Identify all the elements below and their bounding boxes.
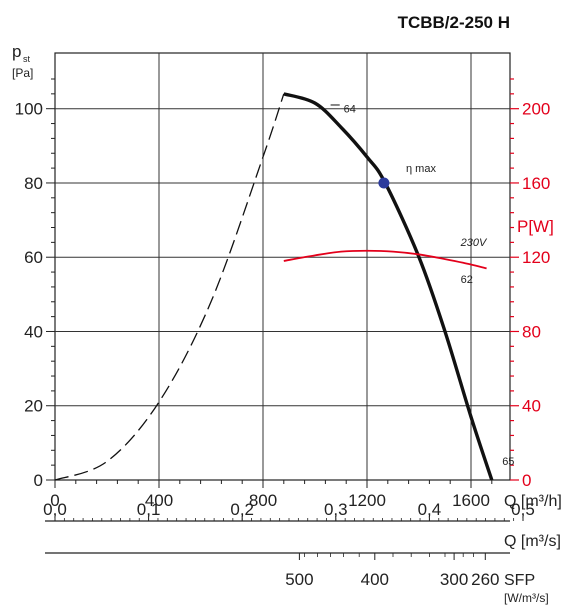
x2-axis-label: Q [m³/s] xyxy=(504,533,561,550)
x2-tick-label: 0,5 xyxy=(511,500,535,519)
x2-tick-label: 0,3 xyxy=(324,500,348,519)
series-group xyxy=(54,92,494,481)
axes xyxy=(45,78,524,560)
y-tick-label: 60 xyxy=(24,248,43,267)
x-tick-label: 0 xyxy=(50,491,59,510)
sfp-tick-label: 500 xyxy=(285,570,313,589)
y-tick-label: 100 xyxy=(15,100,43,119)
series-pressure xyxy=(283,92,494,481)
p-tick-label: 80 xyxy=(522,322,541,341)
y-tick-label: 20 xyxy=(24,397,43,416)
p-tick-label: 200 xyxy=(522,100,550,119)
sfp-tick-label: 300 xyxy=(440,570,468,589)
x2-tick-label: 0,1 xyxy=(137,500,161,519)
sfp-tick-label: 400 xyxy=(361,570,389,589)
grid xyxy=(54,52,511,481)
annotation-label: η max xyxy=(406,163,436,175)
y-tick-label: 0 xyxy=(34,471,43,490)
plot-frame xyxy=(54,52,511,481)
p-tick-label: 0 xyxy=(522,471,531,490)
x-tick-label: 400 xyxy=(145,491,173,510)
x-tick-label: 800 xyxy=(249,491,277,510)
annotation-label: 65 xyxy=(502,456,514,468)
y-axis-label-sub: st xyxy=(23,54,31,64)
x2-tick-label: 0,4 xyxy=(418,500,442,519)
x-tick-label: 1200 xyxy=(348,491,386,510)
y-tick-label: 40 xyxy=(24,322,43,341)
x2-tick-label: 0,2 xyxy=(230,500,254,519)
series-power xyxy=(283,249,487,270)
annotation-label: 62 xyxy=(461,274,473,286)
p-axis-label: P[W] xyxy=(517,217,554,236)
y-axis-unit: [Pa] xyxy=(12,66,33,80)
chart-title: TCBB/2-250 H xyxy=(398,13,510,32)
p-tick-label: 160 xyxy=(522,174,550,193)
x2-tick-label: 0,0 xyxy=(43,500,67,519)
eta-max-marker xyxy=(378,177,390,189)
p-tick-label: 120 xyxy=(522,248,550,267)
annotation-label: 64 xyxy=(344,103,356,115)
labels-group: 0 20 40 60 80 100 p st [Pa] 0 40 80 120 160 200 P[W] 0 40… xyxy=(12,42,562,605)
annotation-label: 230V xyxy=(460,237,488,249)
p-tick-label: 40 xyxy=(522,397,541,416)
sfp-axis-unit: [W/m³/s] xyxy=(504,591,549,605)
series-pressure-unstable xyxy=(54,93,285,481)
y-axis-label: p xyxy=(12,42,21,61)
sfp-axis-label: SFP xyxy=(504,572,535,589)
y-tick-label: 80 xyxy=(24,174,43,193)
x-tick-label: 1600 xyxy=(452,491,490,510)
sfp-tick-label: 260 xyxy=(471,570,499,589)
x-axis-label: Q [m³/h] xyxy=(504,493,562,510)
